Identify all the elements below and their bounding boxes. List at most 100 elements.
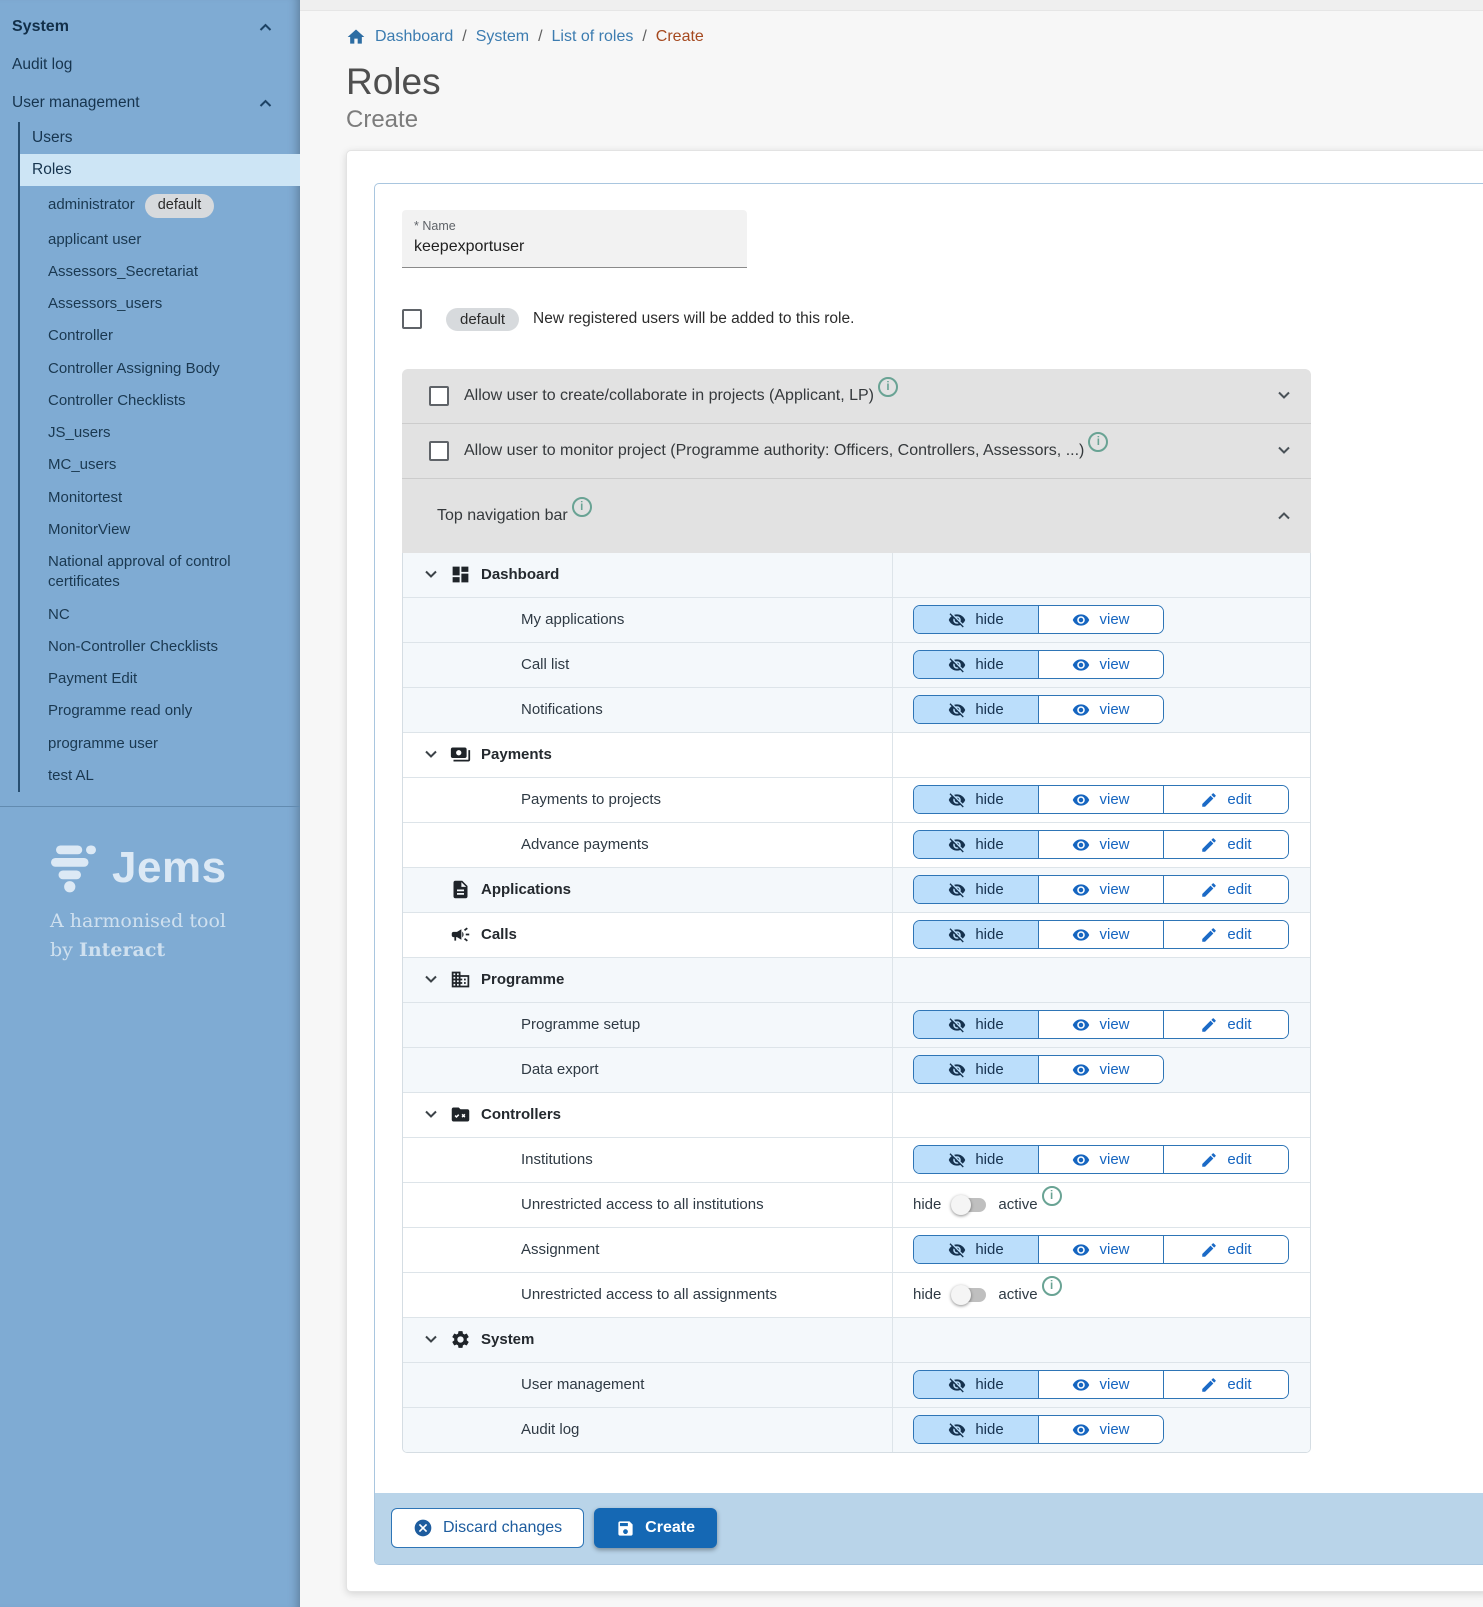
info-icon: i <box>1088 431 1109 452</box>
default-checkbox[interactable] <box>402 309 422 330</box>
permission-edit-button[interactable]: edit <box>1163 1011 1288 1039</box>
permission-view-button[interactable]: view <box>1038 651 1163 679</box>
breadcrumb-link[interactable]: System <box>475 28 530 45</box>
active-toggle-switch[interactable] <box>951 1284 987 1305</box>
chevron-down-icon <box>1277 446 1291 455</box>
permission-hide-button[interactable]: hide <box>914 606 1038 634</box>
group-expand-chevron-icon[interactable] <box>419 1110 443 1119</box>
expansion-panel-header[interactable]: Top navigation bar i <box>402 479 1311 553</box>
permission-item-label: User management <box>521 1376 645 1394</box>
sidebar-role-item[interactable]: Monitortest <box>48 488 123 506</box>
sidebar-role-item[interactable]: Controller Assigning Body <box>48 359 220 377</box>
permission-view-button[interactable]: view <box>1038 1236 1163 1264</box>
permission-hide-button[interactable]: hide <box>914 696 1038 724</box>
toggle-knob <box>951 1284 972 1305</box>
default-badge: default <box>446 307 520 331</box>
permission-group-label: System <box>481 1331 535 1349</box>
breadcrumb-link[interactable]: List of roles <box>551 28 634 45</box>
permission-hide-button[interactable]: hide <box>914 786 1038 814</box>
sidebar-role-item[interactable]: Controller <box>48 327 114 345</box>
panel-checkbox[interactable] <box>429 385 449 406</box>
permission-view-button[interactable]: view <box>1038 1416 1163 1444</box>
discard-changes-button[interactable]: Discard changes <box>391 1508 585 1549</box>
sidebar-role-item[interactable]: Non-Controller Checklists <box>48 637 219 655</box>
permission-edit-button[interactable]: edit <box>1163 831 1288 859</box>
permission-edit-button[interactable]: edit <box>1163 921 1288 949</box>
permission-item-row: Notifications hide view <box>403 687 1310 733</box>
sidebar-role-item[interactable]: test AL <box>48 766 94 784</box>
permission-hide-button[interactable]: hide <box>914 1236 1038 1264</box>
expansion-panel-header[interactable]: Allow user to create/collaborate in proj… <box>402 369 1311 423</box>
unrestricted-access-toggle-row: hide active i <box>913 1185 1062 1215</box>
permission-edit-button[interactable]: edit <box>1163 1236 1288 1264</box>
sidebar-section-user-management[interactable]: User management <box>12 86 286 118</box>
breadcrumb-link[interactable]: Dashboard <box>375 28 454 45</box>
edit-icon <box>1200 836 1218 854</box>
permission-hide-button[interactable]: hide <box>914 651 1038 679</box>
sidebar-item-audit-log[interactable]: Audit log <box>12 56 73 73</box>
permission-hide-button[interactable]: hide <box>914 1146 1038 1174</box>
permission-view-button[interactable]: view <box>1038 1146 1163 1174</box>
sidebar-section-system[interactable]: System <box>12 16 286 42</box>
view-icon <box>1072 1016 1090 1034</box>
active-toggle-switch[interactable] <box>951 1194 987 1215</box>
sidebar-role-item[interactable]: Assessors_users <box>48 295 163 313</box>
permission-hide-button[interactable]: hide <box>914 1011 1038 1039</box>
sidebar-role-item[interactable]: administrator default <box>20 188 300 224</box>
permission-view-button[interactable]: view <box>1038 1371 1163 1399</box>
permission-hide-button[interactable]: hide <box>914 831 1038 859</box>
breadcrumb-current: Create <box>655 28 704 45</box>
sidebar-role-item[interactable]: applicant user <box>48 230 142 248</box>
permission-item-label: Unrestricted access to all institutions <box>521 1196 764 1214</box>
permission-view-button[interactable]: view <box>1038 1011 1163 1039</box>
permission-item-row: Call list hide view <box>403 642 1310 688</box>
permission-view-button[interactable]: view <box>1038 831 1163 859</box>
toggle-label-active: active <box>998 1196 1038 1214</box>
permission-view-button[interactable]: view <box>1038 696 1163 724</box>
sidebar-roles-list: administrator default applicant user Assess… <box>20 188 300 792</box>
permission-edit-button[interactable]: edit <box>1163 876 1288 904</box>
calls-icon <box>450 924 471 945</box>
sidebar-role-item[interactable]: National approval of control certificate… <box>48 553 231 591</box>
permission-view-button[interactable]: view <box>1038 876 1163 904</box>
sidebar-role-item[interactable]: Assessors_Secretariat <box>48 262 199 280</box>
sidebar-role-item[interactable]: MonitorView <box>48 520 131 538</box>
panel-checkbox[interactable] <box>429 440 449 461</box>
permission-view-button[interactable]: view <box>1038 921 1163 949</box>
group-expand-chevron-icon[interactable] <box>419 570 443 579</box>
sidebar-item-roles[interactable]: Roles <box>20 154 300 186</box>
group-expand-chevron-icon[interactable] <box>419 1335 443 1344</box>
permission-view-button[interactable]: view <box>1038 1056 1163 1084</box>
permission-hide-button[interactable]: hide <box>914 921 1038 949</box>
sidebar-role-item[interactable]: Payment Edit <box>48 670 138 688</box>
name-input[interactable]: * Name keepexportuser <box>402 209 747 268</box>
permission-hide-button[interactable]: hide <box>914 1416 1038 1444</box>
expansion-panel-header[interactable]: Allow user to monitor project (Programme… <box>402 424 1311 478</box>
permission-toggle-group: hide view <box>913 650 1164 680</box>
permission-hide-button[interactable]: hide <box>914 1056 1038 1084</box>
group-expand-chevron-icon[interactable] <box>419 750 443 759</box>
permission-edit-button[interactable]: edit <box>1163 1371 1288 1399</box>
permission-view-button[interactable]: view <box>1038 786 1163 814</box>
create-button[interactable]: Create <box>594 1508 717 1549</box>
permission-item-row: Data export hide view <box>403 1047 1310 1093</box>
edit-icon <box>1200 791 1218 809</box>
permission-hide-button[interactable]: hide <box>914 1371 1038 1399</box>
group-expand-chevron-icon[interactable] <box>419 975 443 984</box>
permission-edit-button[interactable]: edit <box>1163 1146 1288 1174</box>
sidebar-role-item[interactable]: JS_users <box>48 424 111 442</box>
permission-item-label: Programme setup <box>521 1016 641 1034</box>
sidebar-role-item[interactable]: MC_users <box>48 456 117 474</box>
sidebar-role-item[interactable]: programme user <box>48 734 159 752</box>
permission-view-button[interactable]: view <box>1038 606 1163 634</box>
permission-edit-button[interactable]: edit <box>1163 786 1288 814</box>
sidebar-role-item[interactable]: Programme read only <box>48 702 193 720</box>
hide-icon <box>948 656 966 674</box>
sidebar-role-item[interactable]: NC <box>48 605 70 623</box>
home-icon[interactable] <box>346 27 366 47</box>
sidebar-item-users[interactable]: Users <box>32 129 73 146</box>
panel-label: Allow user to create/collaborate in proj… <box>464 386 874 404</box>
permission-group-row: Payments <box>403 732 1310 778</box>
sidebar-role-item[interactable]: Controller Checklists <box>48 391 186 409</box>
permission-hide-button[interactable]: hide <box>914 876 1038 904</box>
